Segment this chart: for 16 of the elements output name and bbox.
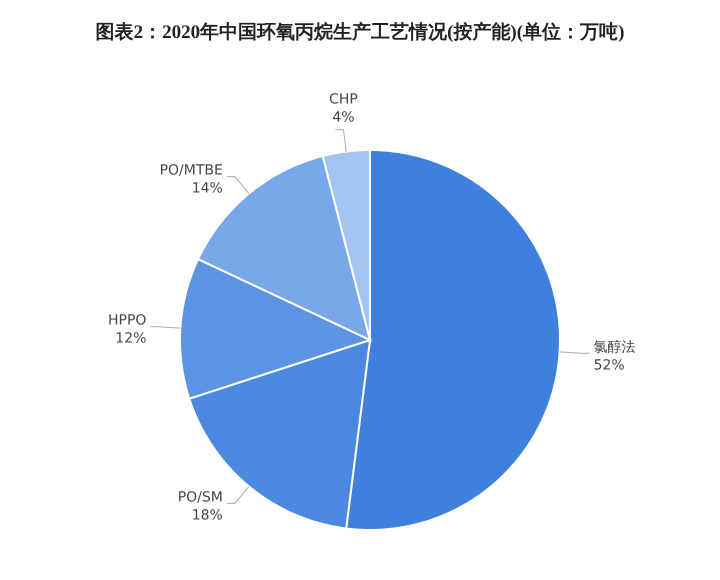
data-label: 14%: [192, 180, 223, 197]
data-label: 氯醇法 52%: [559, 339, 636, 374]
data-label: PO/SM 18%: [178, 486, 250, 524]
data-label: HPPO 12%: [108, 312, 181, 347]
data-label: CHP 4%: [329, 92, 358, 152]
data-label: PO/MTBE 14%: [160, 162, 250, 197]
slice-label: PO/SM: [178, 489, 223, 506]
data-label: 12%: [115, 330, 146, 347]
slice-label: 氯醇法: [594, 339, 636, 356]
slice-label: CHP: [329, 92, 358, 108]
slice-label: PO/MTBE: [160, 162, 223, 179]
data-label: 4%: [332, 110, 355, 126]
chart-title: 图表2：2020年中国环氧丙烷生产工艺情况(按产能)(单位：万吨): [96, 21, 624, 43]
data-label: 18%: [192, 507, 223, 524]
data-label: 52%: [594, 357, 625, 374]
slice-label: HPPO: [108, 312, 146, 329]
